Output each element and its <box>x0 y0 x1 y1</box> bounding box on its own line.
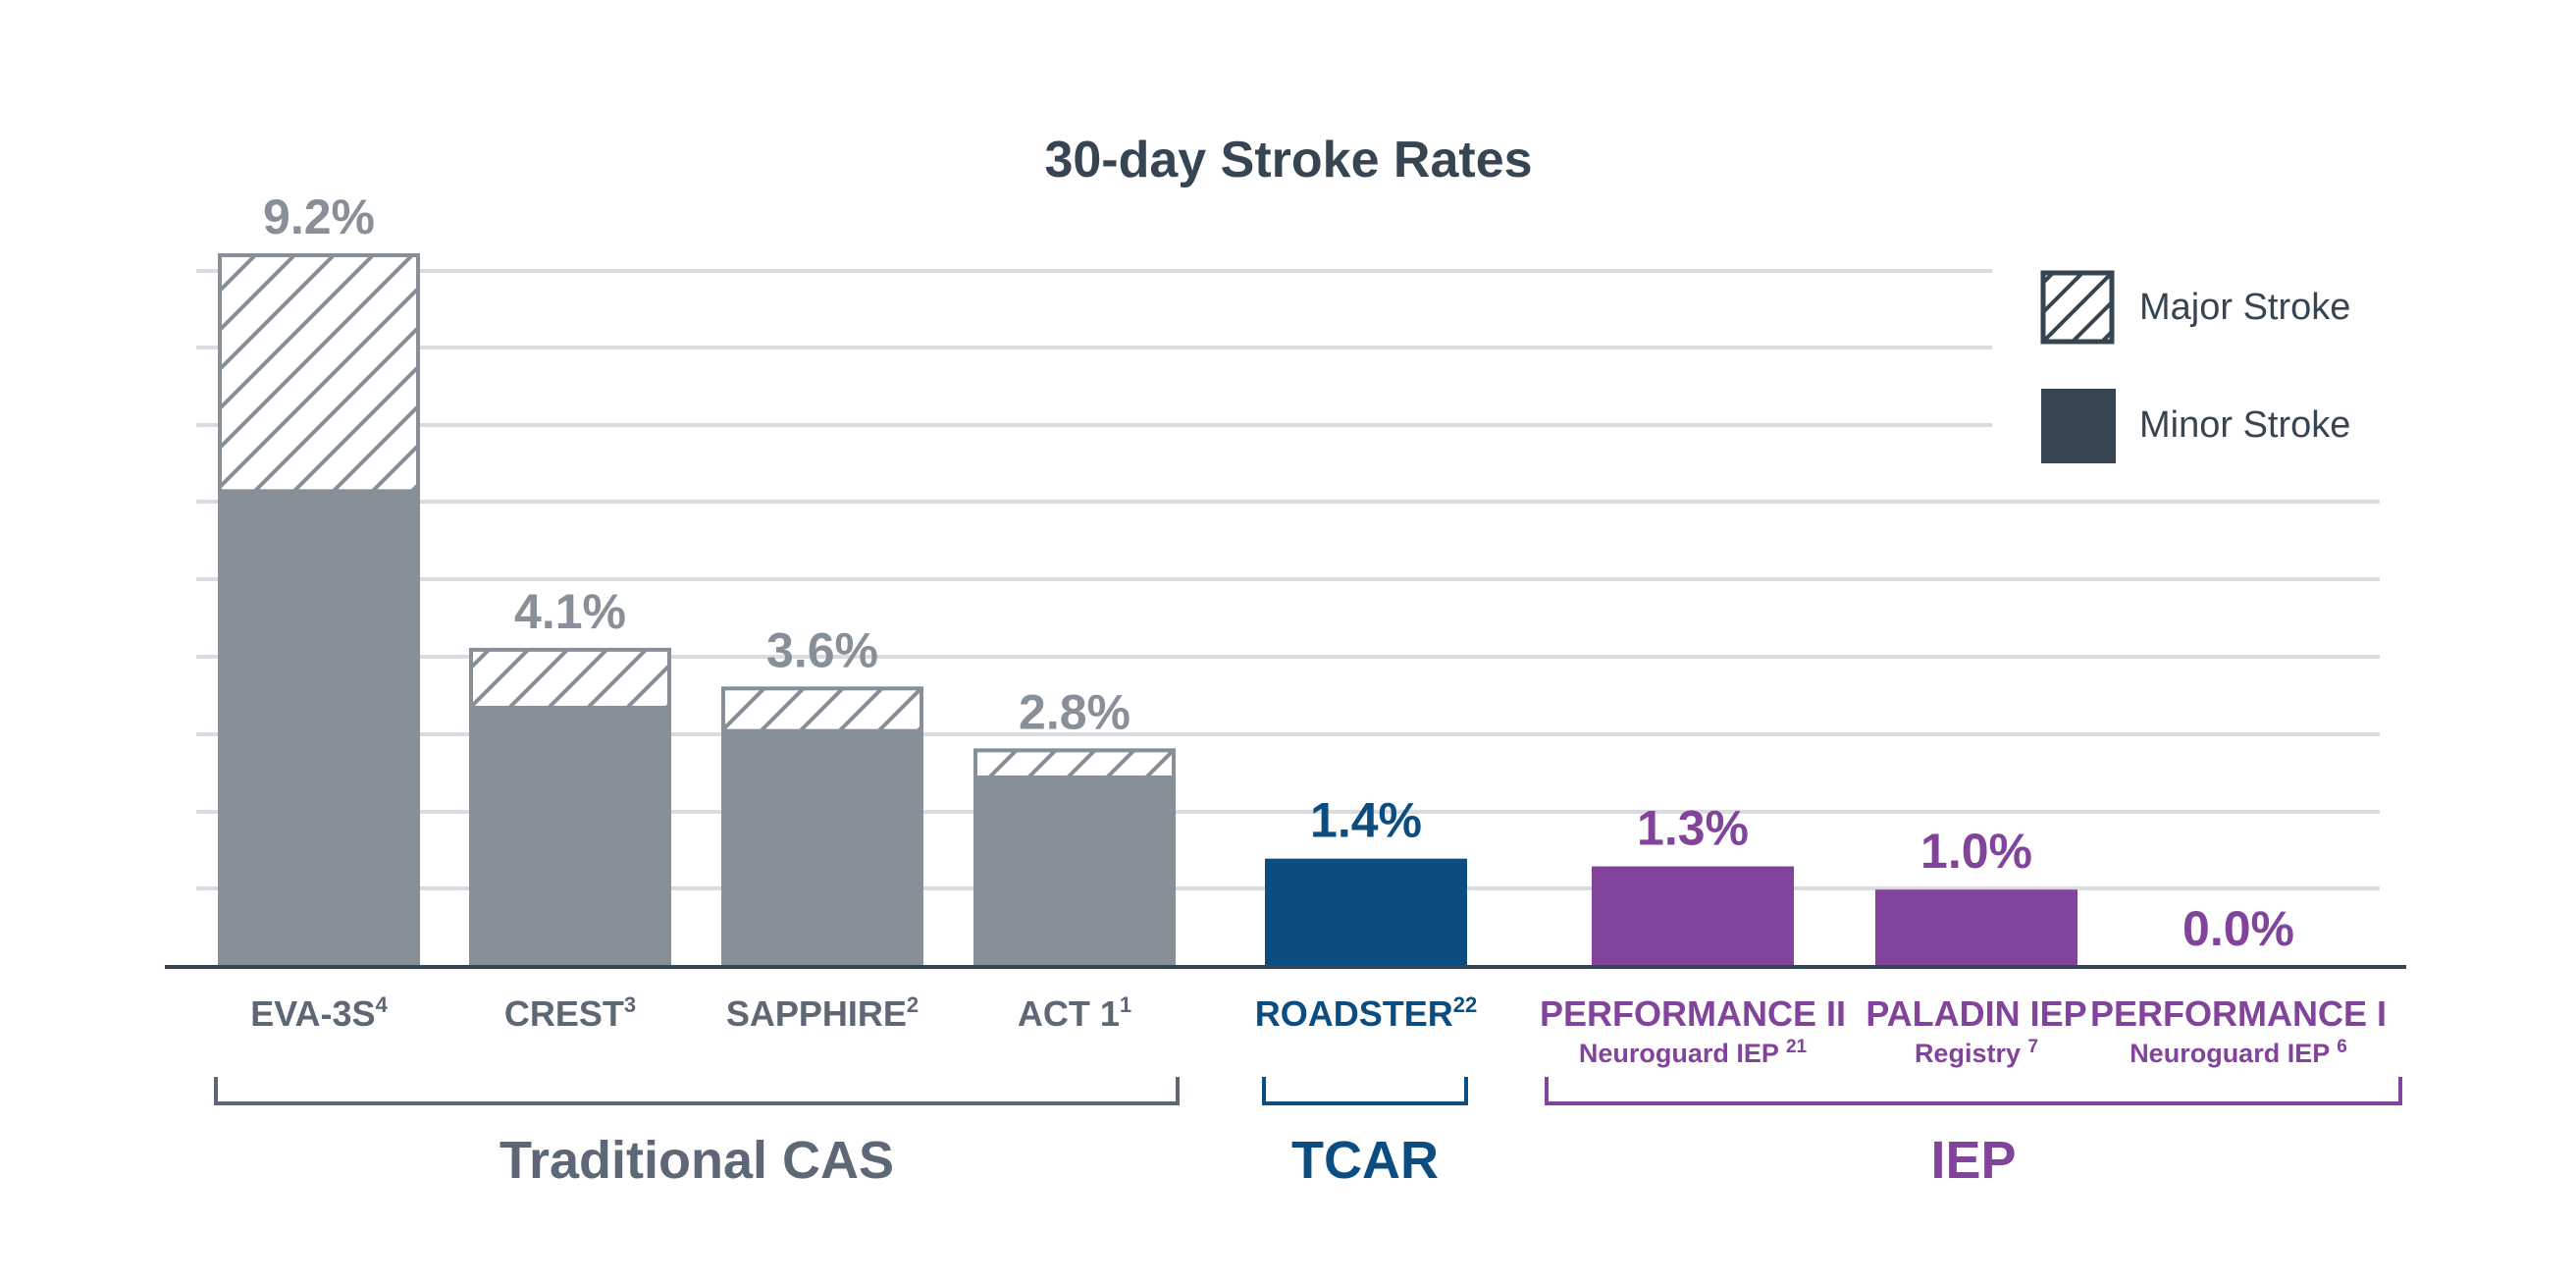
category-subname: Neuroguard IEP <box>2129 1039 2337 1068</box>
bars <box>218 253 2077 967</box>
value-label: 1.3% <box>1637 801 1749 856</box>
category-subname: Registry <box>1915 1039 2028 1068</box>
category-ref: 4 <box>376 992 389 1017</box>
category-label: PERFORMANCE I <box>2090 993 2387 1034</box>
bar-minor-stroke <box>1875 889 2077 967</box>
category-sublabel: Neuroguard IEP 21 <box>1579 1037 1808 1068</box>
group-label: Traditional CAS <box>499 1131 894 1190</box>
category-label: EVA-3S4 <box>250 992 388 1034</box>
category-ref: 2 <box>907 992 919 1017</box>
category-label: PERFORMANCE II <box>1540 993 1846 1034</box>
category-ref: 1 <box>1120 992 1131 1017</box>
value-label: 3.6% <box>766 622 878 677</box>
legend-minor-label: Minor Stroke <box>2139 404 2350 446</box>
bar-minor-stroke <box>469 708 671 967</box>
category-label: CREST3 <box>504 992 636 1034</box>
category-label: SAPPHIRE2 <box>726 992 919 1034</box>
category-ref: 3 <box>624 992 636 1017</box>
group-bracket <box>1545 1077 2402 1105</box>
value-label: 0.0% <box>2182 901 2294 956</box>
group-label: TCAR <box>1291 1131 1439 1190</box>
legend: Major Stroke Minor Stroke <box>2040 270 2350 463</box>
category-ref: 6 <box>2337 1037 2347 1057</box>
category-label: ACT 11 <box>1018 992 1131 1034</box>
group-brackets: Traditional CAS TCAR IEP <box>214 1077 2402 1190</box>
value-label: 4.1% <box>514 584 626 639</box>
legend-minor-swatch <box>2041 389 2116 463</box>
category-label: ROADSTER22 <box>1255 992 1478 1034</box>
bar-major-stroke <box>973 748 1176 779</box>
bar-major-stroke <box>721 686 923 733</box>
category-subname: Neuroguard IEP <box>1579 1039 1786 1068</box>
bar-minor-stroke <box>1265 858 1467 967</box>
category-label: PALADIN IEP <box>1866 993 2086 1034</box>
category-name: PERFORMANCE II <box>1540 993 1846 1034</box>
category-labels: EVA-3S4 CREST3 SAPPHIRE2 ACT 11 ROADSTER22 PE… <box>250 992 2387 1068</box>
value-label: 1.0% <box>1920 824 2032 879</box>
bar-major-stroke <box>469 647 671 711</box>
group-label: IEP <box>1930 1131 2016 1190</box>
chart-title: 30-day Stroke Rates <box>1044 132 1532 188</box>
category-ref: 21 <box>1786 1037 1808 1057</box>
legend-major-swatch <box>2040 270 2115 345</box>
value-label: 2.8% <box>1019 684 1130 739</box>
category-name: PERFORMANCE I <box>2090 993 2387 1034</box>
category-sublabel: Neuroguard IEP 6 <box>2129 1037 2347 1068</box>
category-name: ROADSTER <box>1255 993 1453 1034</box>
category-name: CREST <box>504 993 624 1034</box>
legend-major-label: Major Stroke <box>2139 287 2350 328</box>
bar-minor-stroke <box>721 730 923 967</box>
group-bracket <box>1262 1077 1468 1105</box>
category-ref: 22 <box>1453 992 1477 1017</box>
value-labels: 9.2% 4.1% 3.6% 2.8% 1.4% 1.3% 1.0% 0.0% <box>263 189 2294 956</box>
category-name: SAPPHIRE <box>726 993 907 1034</box>
value-label: 1.4% <box>1310 793 1422 848</box>
category-name: EVA-3S <box>250 993 375 1034</box>
bar-minor-stroke <box>973 776 1176 967</box>
bar-minor-stroke <box>1592 866 1794 967</box>
value-label: 9.2% <box>263 189 375 244</box>
bar-minor-stroke <box>218 491 420 967</box>
category-ref: 7 <box>2027 1037 2038 1057</box>
category-name: ACT 1 <box>1018 993 1120 1034</box>
group-bracket <box>214 1077 1180 1105</box>
category-sublabel: Registry 7 <box>1915 1037 2038 1068</box>
bar-major-stroke <box>218 253 420 494</box>
category-name: PALADIN IEP <box>1866 993 2086 1034</box>
